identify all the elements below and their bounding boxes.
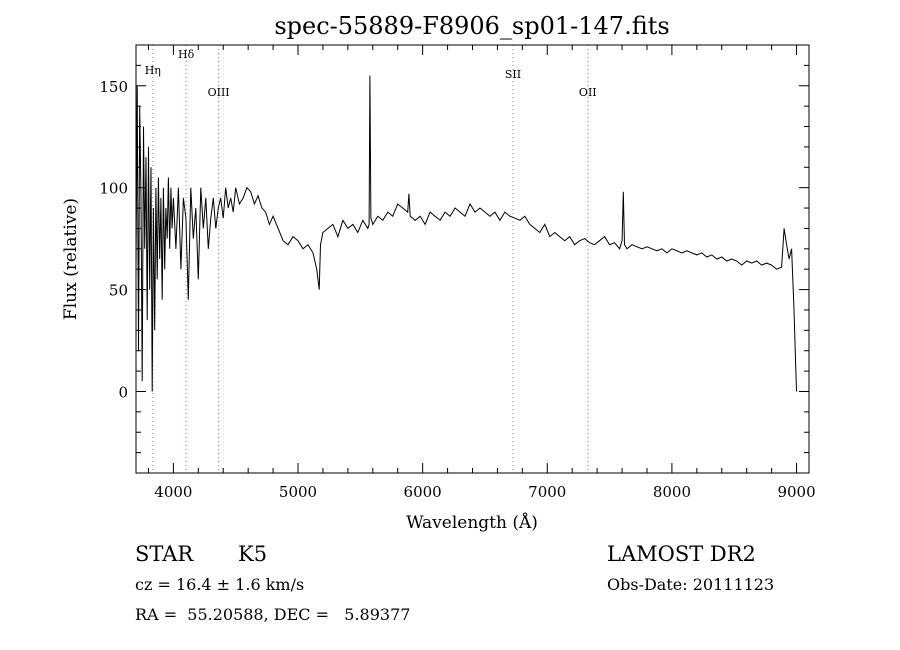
y-tick-label: 100 <box>99 180 128 198</box>
y-axis-label: Flux (relative) <box>61 198 81 320</box>
spectrum-line <box>135 75 797 392</box>
x-tick-label: 4000 <box>154 483 192 501</box>
marker-label-SII: SII <box>505 68 521 81</box>
marker-label-OIII: OIII <box>208 86 230 99</box>
plot-frame <box>135 44 810 474</box>
chart-title: spec-55889-F8906_sp01-147.fits <box>274 12 669 40</box>
x-tick-label: 6000 <box>404 483 442 501</box>
x-tick-label: 5000 <box>279 483 317 501</box>
x-tick-label: 9000 <box>777 483 815 501</box>
marker-label-Hδ: Hδ <box>178 48 195 61</box>
survey-name: LAMOST DR2 <box>607 542 756 566</box>
marker-labels: Hη Hδ OIII SII OII <box>145 48 597 99</box>
marker-lines <box>152 45 589 473</box>
marker-label-Hη: Hη <box>145 64 161 77</box>
y-axis: 0 50 100 150 <box>99 44 809 474</box>
y-tick-label: 150 <box>99 78 128 96</box>
y-tick-label: 0 <box>118 383 128 401</box>
x-axis-label: Wavelength (Å) <box>406 512 538 533</box>
y-tick-label: 50 <box>109 282 128 300</box>
x-axis: 4000 5000 6000 7000 8000 9000 <box>147 45 816 501</box>
obs-date: Obs-Date: 20111123 <box>607 575 775 594</box>
x-tick-label: 8000 <box>653 483 691 501</box>
marker-label-OII: OII <box>579 86 597 99</box>
coordinates: RA = 55.20588, DEC = 5.89377 <box>135 605 411 624</box>
x-tick-label: 7000 <box>528 483 566 501</box>
object-class: STAR <box>135 542 194 566</box>
cz-value: cz = 16.4 ± 1.6 km/s <box>135 575 305 594</box>
object-subclass: K5 <box>238 542 268 566</box>
